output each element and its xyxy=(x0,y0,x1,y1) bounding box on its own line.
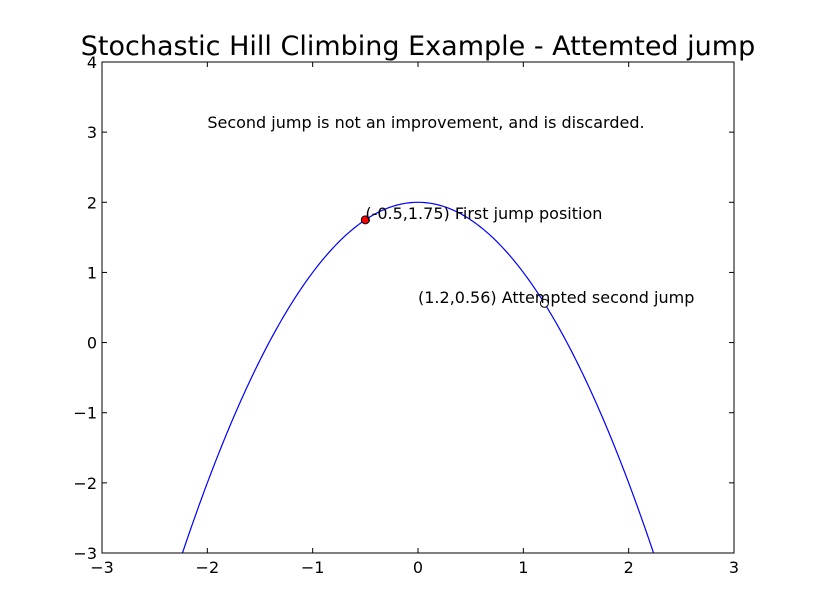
point-label-0: (-0.5,1.75) First jump position xyxy=(365,204,602,223)
y-tick-label: 4 xyxy=(87,53,97,72)
plot-frame xyxy=(101,61,735,554)
y-tick-label: 2 xyxy=(87,193,97,212)
x-tick-label: −1 xyxy=(301,558,325,577)
series-line-0 xyxy=(181,201,655,553)
x-tick-label: 2 xyxy=(624,558,634,577)
y-tick-label: −2 xyxy=(73,474,97,493)
chart-title: Stochastic Hill Climbing Example - Attem… xyxy=(81,31,755,62)
annotation-text-0: Second jump is not an improvement, and i… xyxy=(207,113,644,132)
x-tick-label: 1 xyxy=(518,558,528,577)
point-marker-1 xyxy=(539,298,549,308)
y-tick-label: 1 xyxy=(87,263,97,282)
y-tick-label: −1 xyxy=(73,404,97,423)
y-tick-label: 3 xyxy=(87,123,97,142)
x-tick-label: 3 xyxy=(729,558,739,577)
point-label-1: (1.2,0.56) Attempted second jump xyxy=(418,288,694,307)
x-tick-label: −3 xyxy=(90,558,114,577)
y-tick-label: 0 xyxy=(87,334,97,353)
x-tick-label: 0 xyxy=(413,558,423,577)
point-marker-0 xyxy=(360,215,370,225)
y-tick-label: −3 xyxy=(73,544,97,563)
x-tick-label: −2 xyxy=(196,558,220,577)
